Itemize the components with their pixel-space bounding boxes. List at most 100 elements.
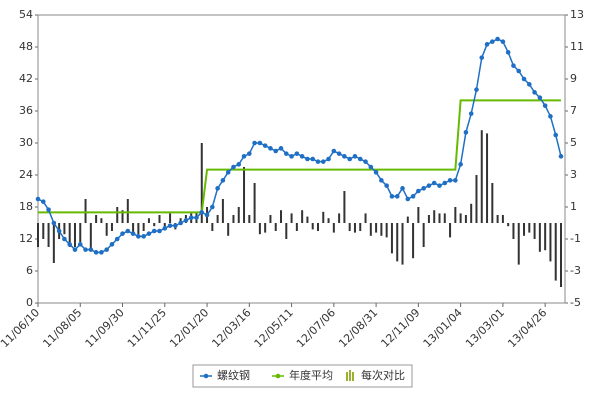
price-point <box>548 114 553 119</box>
bar <box>443 213 446 223</box>
bar <box>343 191 346 223</box>
price-point <box>458 162 463 167</box>
bar <box>338 213 341 223</box>
bar <box>406 216 409 223</box>
bar <box>501 215 504 223</box>
bar <box>179 218 182 223</box>
bar <box>132 223 135 233</box>
legend-swatch <box>352 372 354 381</box>
price-point <box>99 250 104 255</box>
price-point <box>315 159 321 164</box>
price-point <box>326 156 331 162</box>
bar <box>79 223 82 243</box>
price-point <box>283 151 289 156</box>
y-tick-label: 12 <box>19 232 33 245</box>
price-point <box>204 212 210 218</box>
price-point <box>394 194 400 199</box>
price-point <box>183 218 189 223</box>
price-point <box>194 215 199 220</box>
bar <box>227 223 230 236</box>
y2-tick-label: -3 <box>570 264 581 277</box>
price-point <box>225 170 231 175</box>
price-point <box>167 223 173 228</box>
bar <box>422 223 425 247</box>
price-point <box>447 178 453 183</box>
price-point <box>268 146 273 151</box>
bar <box>496 215 499 223</box>
price-point <box>56 228 62 234</box>
y2-tick-label: 13 <box>570 8 584 21</box>
y2-tick-label: 3 <box>570 168 577 181</box>
bar <box>232 215 235 223</box>
price-point <box>505 50 511 55</box>
price-point <box>320 159 326 164</box>
price-point <box>410 194 416 199</box>
price-point <box>558 154 564 159</box>
y-tick-label: 36 <box>19 104 33 117</box>
bar <box>332 223 335 233</box>
bar <box>221 199 224 223</box>
price-point <box>347 156 352 162</box>
bar <box>95 215 98 223</box>
price-point <box>35 196 41 202</box>
bar <box>417 207 420 223</box>
legend-swatch <box>349 370 351 381</box>
bar <box>216 215 219 223</box>
price-point <box>542 103 548 108</box>
price-point <box>188 215 194 220</box>
bar <box>126 199 129 223</box>
y-tick-label: 24 <box>19 168 33 181</box>
y-tick-label: 48 <box>19 40 33 53</box>
bar <box>163 223 166 228</box>
bar <box>285 223 288 239</box>
price-line <box>37 38 562 254</box>
price-point <box>162 226 168 231</box>
price-point <box>289 154 294 159</box>
bar <box>327 218 330 223</box>
bar <box>253 183 256 223</box>
y-tick-label: 18 <box>19 200 33 213</box>
price-point <box>114 236 120 242</box>
price-point <box>453 178 458 183</box>
price-point <box>294 151 300 156</box>
bar <box>412 223 415 259</box>
price-point <box>136 234 141 239</box>
price-point <box>141 234 146 239</box>
bar <box>549 223 552 262</box>
bar <box>52 223 55 263</box>
price-point <box>257 140 263 146</box>
bar <box>380 223 383 236</box>
bar <box>142 223 145 231</box>
y2-tick-label: -5 <box>570 296 581 309</box>
bar <box>73 223 76 247</box>
y-tick-label: 0 <box>26 296 33 309</box>
bar <box>470 203 473 223</box>
bar <box>517 223 520 265</box>
price-point <box>305 156 310 162</box>
price-point <box>88 247 94 252</box>
bar <box>464 215 467 223</box>
price-point <box>426 183 432 188</box>
bar <box>158 215 161 223</box>
bar <box>369 223 372 236</box>
bar <box>89 223 92 251</box>
y2-tick-label: 5 <box>570 136 577 149</box>
legend-box <box>192 364 413 388</box>
price-point <box>468 111 474 116</box>
price-point <box>336 151 342 156</box>
bar <box>480 130 483 223</box>
bar <box>211 223 214 231</box>
bar <box>560 223 562 287</box>
bar <box>110 223 113 231</box>
bar <box>544 223 547 251</box>
bar <box>301 210 304 223</box>
price-point <box>262 143 268 148</box>
bar <box>116 207 119 223</box>
bar <box>37 223 39 247</box>
price-point <box>416 188 421 194</box>
bar <box>491 183 494 223</box>
price-point <box>421 186 426 191</box>
bar <box>486 133 489 223</box>
